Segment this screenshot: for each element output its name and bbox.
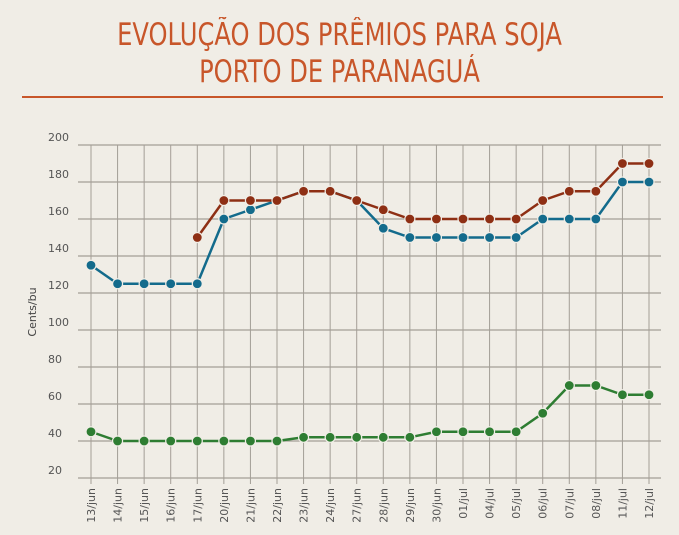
- data-point: [404, 213, 416, 225]
- data-point: [218, 435, 230, 447]
- series-line-1: [196, 162, 649, 239]
- x-tick-label: 06/jul: [537, 488, 550, 519]
- data-point: [590, 185, 602, 197]
- data-point: [590, 213, 602, 225]
- data-point: [377, 431, 389, 443]
- data-point: [616, 157, 629, 170]
- data-point: [563, 185, 575, 197]
- data-point: [244, 435, 257, 447]
- data-point: [324, 431, 336, 443]
- x-tick-label: 24/jun: [324, 488, 337, 523]
- data-point: [430, 426, 443, 438]
- data-point: [457, 213, 469, 225]
- x-tick-label: 17/jun: [191, 488, 204, 523]
- x-tick-label: 23/jun: [298, 488, 311, 523]
- data-point: [138, 278, 150, 290]
- y-tick-label: 160: [48, 205, 69, 218]
- x-tick-label: 27/jun: [351, 488, 364, 523]
- data-point: [643, 157, 655, 170]
- x-tick-label: 11/jul: [616, 488, 629, 519]
- x-tick-label: 29/jun: [404, 488, 417, 523]
- y-tick-label: 60: [48, 390, 62, 403]
- data-point: [271, 435, 283, 447]
- data-point: [483, 213, 496, 225]
- y-tick-label: 100: [48, 316, 69, 329]
- x-tick-label: 04/jul: [484, 488, 497, 519]
- data-point: [643, 176, 655, 188]
- data-point: [430, 231, 443, 244]
- data-point: [537, 194, 549, 207]
- data-point: [165, 278, 177, 290]
- x-tick-label: 28/jun: [377, 488, 390, 523]
- data-point: [297, 185, 310, 197]
- x-tick-label: 07/jul: [563, 488, 576, 519]
- data-point: [191, 435, 203, 447]
- data-point: [138, 435, 150, 447]
- y-tick-label: 20: [48, 464, 62, 477]
- data-point: [616, 389, 629, 401]
- data-point: [457, 231, 469, 244]
- data-point: [457, 426, 469, 438]
- data-point: [643, 389, 655, 401]
- x-tick-label: 15/jun: [138, 488, 151, 523]
- x-tick-label: 01/jul: [457, 488, 470, 519]
- x-tick-label: 05/jul: [510, 488, 523, 519]
- y-tick-label: 40: [48, 427, 62, 440]
- data-point: [404, 231, 416, 244]
- x-tick-label: 08/jul: [590, 488, 603, 519]
- data-point: [191, 231, 203, 244]
- data-point: [537, 213, 549, 225]
- data-point: [510, 231, 522, 244]
- x-tick-label: 22/jun: [271, 488, 284, 523]
- data-point: [563, 213, 575, 225]
- data-point: [377, 222, 389, 234]
- data-point: [218, 213, 230, 225]
- data-point: [85, 259, 97, 271]
- data-point: [430, 213, 443, 225]
- data-point: [85, 426, 97, 438]
- data-point: [483, 426, 496, 438]
- data-point: [351, 431, 363, 443]
- y-axis-label: Cents/bu: [26, 287, 39, 336]
- x-tick-label: 21/jun: [244, 488, 257, 523]
- x-tick-label: 16/jun: [165, 488, 178, 523]
- x-tick-label: 12/jul: [643, 488, 656, 519]
- y-tick-label: 140: [48, 242, 69, 255]
- data-point: [510, 213, 522, 225]
- x-tick-label: 13/jun: [85, 488, 98, 523]
- data-point: [111, 435, 124, 447]
- data-point: [244, 194, 257, 207]
- data-point: [191, 278, 203, 290]
- series-line-2: [90, 384, 649, 443]
- title-divider: [22, 96, 663, 98]
- data-point: [590, 379, 602, 392]
- data-point: [537, 407, 549, 419]
- y-tick-label: 180: [48, 168, 69, 181]
- data-point: [563, 379, 575, 392]
- data-point: [351, 194, 363, 207]
- data-point: [297, 431, 310, 443]
- data-point: [404, 431, 416, 443]
- y-tick-label: 200: [48, 131, 69, 144]
- data-point: [165, 435, 177, 447]
- data-point: [111, 278, 124, 290]
- series-line-0: [90, 180, 649, 285]
- data-point: [616, 176, 629, 188]
- data-point: [218, 194, 230, 207]
- chart-title-line-2: PORTO DE PARANAGUÁ: [199, 54, 480, 90]
- data-point: [244, 204, 257, 216]
- x-tick-label: 14/jun: [112, 488, 125, 523]
- x-tick-label: 30/jun: [430, 488, 443, 523]
- y-tick-label: 80: [48, 353, 62, 366]
- data-point: [510, 426, 522, 438]
- data-point: [377, 204, 389, 216]
- data-point: [483, 231, 496, 244]
- y-tick-label: 120: [48, 279, 69, 292]
- data-point: [271, 194, 283, 207]
- x-tick-label: 20/jun: [218, 488, 231, 523]
- data-point: [324, 185, 336, 197]
- chart-title-line-1: EVOLUÇÃO DOS PRÊMIOS PARA SOJA: [117, 17, 562, 53]
